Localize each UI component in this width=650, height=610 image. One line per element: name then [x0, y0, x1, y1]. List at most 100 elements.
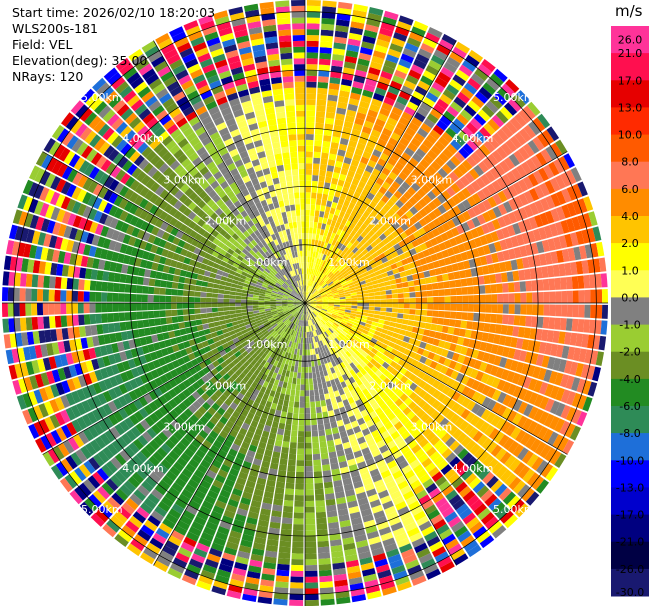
range-gate-cell: [496, 283, 503, 293]
range-gate-cell: [459, 175, 470, 187]
range-gate-cell: [318, 76, 329, 83]
range-gate-cell: [357, 180, 366, 189]
range-gate-cell: [334, 209, 341, 216]
range-gate-cell: [283, 87, 294, 95]
range-gate-cell: [385, 176, 394, 186]
range-gate-cell: [500, 272, 508, 283]
range-gate-cell: [383, 261, 391, 268]
range-gate-cell: [360, 230, 368, 238]
range-gate-cell: [504, 260, 513, 272]
range-gate-cell: [309, 221, 314, 228]
range-gate-cell: [321, 223, 327, 230]
range-gate-cell: [326, 292, 333, 296]
range-gate-cell: [342, 272, 349, 278]
range-gate-cell: [308, 233, 313, 240]
range-gate-cell: [340, 237, 347, 245]
range-gate-cell: [417, 80, 431, 92]
range-gate-cell: [336, 256, 342, 263]
range-gate-cell: [548, 278, 556, 291]
range-gate-cell: [541, 266, 549, 278]
range-gate-cell: [491, 252, 499, 263]
range-gate-cell: [294, 198, 300, 205]
range-gate-cell: [368, 67, 381, 76]
range-gate-cell: [506, 224, 516, 237]
range-gate-cell: [372, 182, 382, 191]
range-gate-cell: [302, 337, 305, 344]
range-gate-cell: [306, 122, 315, 129]
range-gate-cell: [305, 221, 310, 228]
range-gate-cell: [534, 200, 545, 214]
range-gate-cell: [422, 138, 434, 149]
range-gate-cell: [473, 113, 487, 126]
range-gate-cell: [136, 294, 143, 302]
range-gate-cell: [429, 176, 440, 186]
range-gate-cell: [318, 288, 324, 293]
range-gate-cell: [423, 270, 431, 278]
range-gate-cell: [326, 218, 332, 226]
range-gate-cell: [426, 113, 439, 124]
range-gate-cell: [177, 289, 184, 296]
range-gate-cell: [159, 287, 166, 295]
range-gate-cell: [420, 75, 434, 86]
range-gate-cell: [367, 159, 377, 168]
range-gate-cell: [280, 52, 293, 60]
range-gate-cell: [478, 86, 493, 100]
range-gate-cell: [296, 128, 305, 135]
range-gate-cell: [487, 264, 495, 274]
range-gate-cell: [288, 134, 297, 141]
range-gate-cell: [335, 272, 342, 278]
range-gate-cell: [527, 101, 541, 116]
range-gate-cell: [358, 277, 365, 283]
range-gate-cell: [279, 393, 285, 400]
range-gate-cell: [258, 300, 265, 303]
range-gate-cell: [292, 535, 304, 542]
range-gate-cell: [552, 264, 560, 277]
range-gate-cell: [350, 274, 357, 280]
range-gate-cell: [325, 493, 335, 500]
range-gate-cell: [474, 257, 482, 267]
range-gate-cell: [425, 134, 437, 145]
range-gate-cell: [356, 142, 366, 151]
range-gate-cell: [299, 174, 305, 181]
range-gate-cell: [298, 163, 305, 170]
range-gate-cell: [398, 298, 405, 303]
range-gate-cell: [311, 424, 318, 431]
range-gate-cell: [421, 233, 430, 243]
range-gate-cell: [326, 434, 334, 442]
range-gate-cell: [395, 260, 403, 268]
range-gate-cell: [299, 244, 303, 251]
range-gate-cell: [544, 210, 555, 224]
range-gate-cell: [412, 90, 425, 102]
range-gate-cell: [413, 132, 425, 143]
range-gate-cell: [310, 413, 317, 420]
range-gate-cell: [345, 300, 352, 303]
range-gate-cell: [561, 188, 572, 203]
range-gate-cell: [306, 64, 318, 71]
range-gate-cell: [290, 570, 304, 577]
range-gate-cell: [299, 186, 305, 193]
range-gate-cell: [543, 164, 555, 179]
range-gate-cell: [314, 482, 324, 490]
range-gate-cell: [84, 279, 91, 291]
range-gate-cell: [462, 59, 477, 72]
range-gate-cell: [342, 253, 348, 260]
range-gate-cell: [188, 290, 195, 297]
range-gate-cell: [355, 186, 364, 194]
range-gate-cell: [317, 271, 321, 277]
range-gate-cell: [352, 153, 362, 162]
range-gate-cell: [401, 245, 409, 253]
range-gate-cell: [195, 285, 202, 292]
range-gate-cell: [349, 287, 356, 291]
range-gate-cell: [516, 234, 525, 246]
range-gate-cell: [95, 303, 102, 313]
range-gate-cell: [529, 268, 537, 280]
range-gate-cell: [314, 488, 324, 495]
range-gate-cell: [323, 276, 329, 282]
range-gate-cell: [291, 163, 298, 170]
range-gate-cell: [312, 453, 321, 461]
range-gate-cell: [549, 291, 556, 303]
range-gate-cell: [258, 305, 265, 308]
range-gate-cell: [339, 192, 347, 200]
range-gate-cell: [322, 298, 328, 301]
range-gate-cell: [494, 163, 506, 177]
